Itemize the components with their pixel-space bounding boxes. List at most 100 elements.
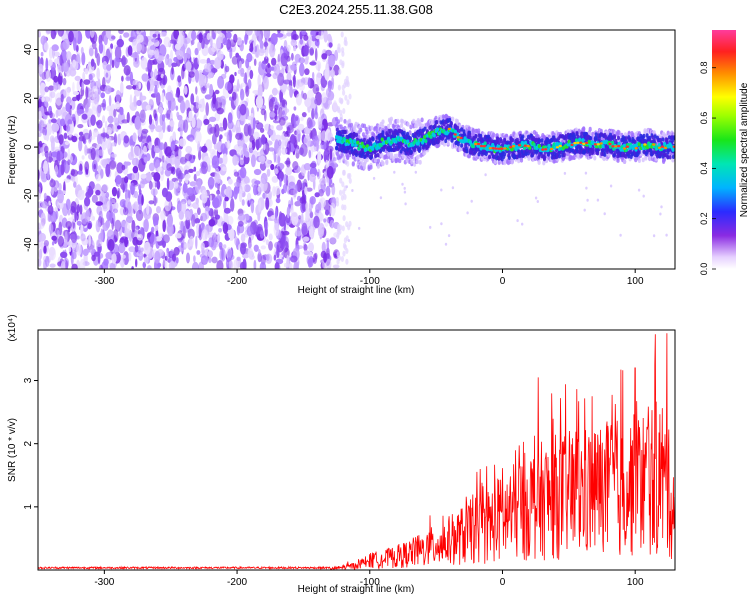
noise-blob: [123, 135, 130, 144]
noise-blob: [201, 98, 205, 109]
noise-blob: [340, 256, 344, 262]
noise-blob: [285, 166, 293, 176]
noise-blob: [92, 216, 95, 221]
noise-blob: [273, 149, 277, 163]
noise-blob: [278, 106, 283, 121]
track-halo: [623, 159, 627, 165]
noise-blob: [192, 202, 200, 209]
noise-blob: [236, 256, 241, 261]
noise-blob: [242, 253, 249, 259]
track-halo: [446, 140, 450, 146]
noise-blob: [263, 75, 269, 90]
noise-blob: [295, 148, 299, 154]
noise-blob: [173, 246, 180, 256]
noise-blob: [249, 43, 254, 53]
noise-blob: [77, 170, 83, 175]
noise-blob: [217, 75, 225, 89]
noise-blob: [339, 98, 344, 105]
noise-blob: [114, 56, 120, 69]
noise-blob: [121, 55, 126, 68]
noise-blob: [143, 156, 148, 163]
noise-blob: [295, 129, 301, 142]
noise-blob: [255, 44, 260, 55]
noise-blob: [50, 185, 55, 196]
noise-blob: [264, 220, 269, 230]
noise-blob: [308, 34, 313, 47]
noise-blob: [117, 125, 121, 130]
noise-blob: [265, 73, 272, 78]
noise-blob: [149, 233, 157, 245]
noise-blob: [258, 48, 265, 57]
noise-blob: [78, 189, 85, 194]
noise-blob: [208, 219, 216, 227]
spectrogram-noise-region: [38, 30, 352, 269]
noise-blob: [118, 30, 124, 35]
noise-blob: [81, 113, 88, 120]
noise-blob: [344, 40, 348, 47]
track-halo: [374, 158, 378, 163]
noise-blob: [304, 57, 309, 65]
noise-blob: [348, 93, 352, 100]
noise-blob: [237, 220, 244, 227]
noise-blob: [306, 187, 313, 192]
noise-blob: [242, 142, 247, 155]
noise-blob: [103, 258, 109, 266]
noise-blob: [207, 176, 215, 189]
noise-blob: [71, 263, 78, 269]
noise-blob: [279, 178, 282, 188]
noise-blob: [100, 159, 107, 166]
noise-blob: [157, 262, 162, 268]
noise-blob: [148, 114, 153, 126]
noise-blob: [88, 73, 93, 81]
noise-blob: [236, 82, 241, 90]
noise-blob: [143, 145, 147, 155]
noise-blob: [38, 132, 42, 138]
noise-blob: [295, 93, 303, 106]
noise-blob: [308, 119, 314, 129]
noise-blob: [48, 150, 53, 163]
noise-blob: [65, 124, 71, 132]
noise-blob: [130, 30, 138, 42]
track-band: [460, 143, 464, 148]
noise-blob: [301, 30, 307, 36]
noise-blob: [183, 192, 189, 200]
noise-blob: [75, 189, 79, 195]
noise-blob: [173, 57, 178, 62]
noise-blob: [253, 244, 259, 252]
noise-blob: [144, 256, 149, 264]
noise-blob: [72, 91, 80, 96]
noise-blob: [288, 181, 296, 191]
track-band: [437, 139, 440, 144]
noise-blob: [84, 210, 91, 223]
noise-blob: [38, 232, 46, 242]
noise-blob: [255, 95, 264, 109]
noise-blob: [66, 51, 72, 61]
noise-blob: [150, 70, 154, 78]
noise-blob: [136, 30, 142, 35]
noise-blob: [175, 105, 179, 111]
noise-blob: [225, 186, 232, 200]
noise-blob: [257, 84, 263, 99]
track-halo: [537, 160, 541, 165]
noise-blob: [105, 163, 111, 177]
noise-blob: [191, 261, 199, 269]
noise-blob: [189, 137, 194, 143]
noise-blob: [326, 247, 330, 259]
track-halo: [395, 153, 399, 159]
noise-blob: [163, 141, 168, 155]
noise-blob: [84, 68, 89, 75]
noise-blob: [309, 173, 316, 183]
noise-blob: [292, 74, 296, 88]
track-band: [343, 129, 347, 135]
noise-blob: [185, 217, 191, 230]
noise-blob: [343, 237, 347, 244]
noise-blob: [84, 196, 91, 207]
noise-blob: [329, 236, 337, 245]
noise-blob: [63, 88, 70, 97]
noise-blob: [291, 211, 299, 226]
noise-blob: [62, 61, 69, 73]
noise-blob: [253, 131, 260, 140]
noise-blob: [233, 259, 239, 269]
noise-blob: [199, 59, 207, 64]
